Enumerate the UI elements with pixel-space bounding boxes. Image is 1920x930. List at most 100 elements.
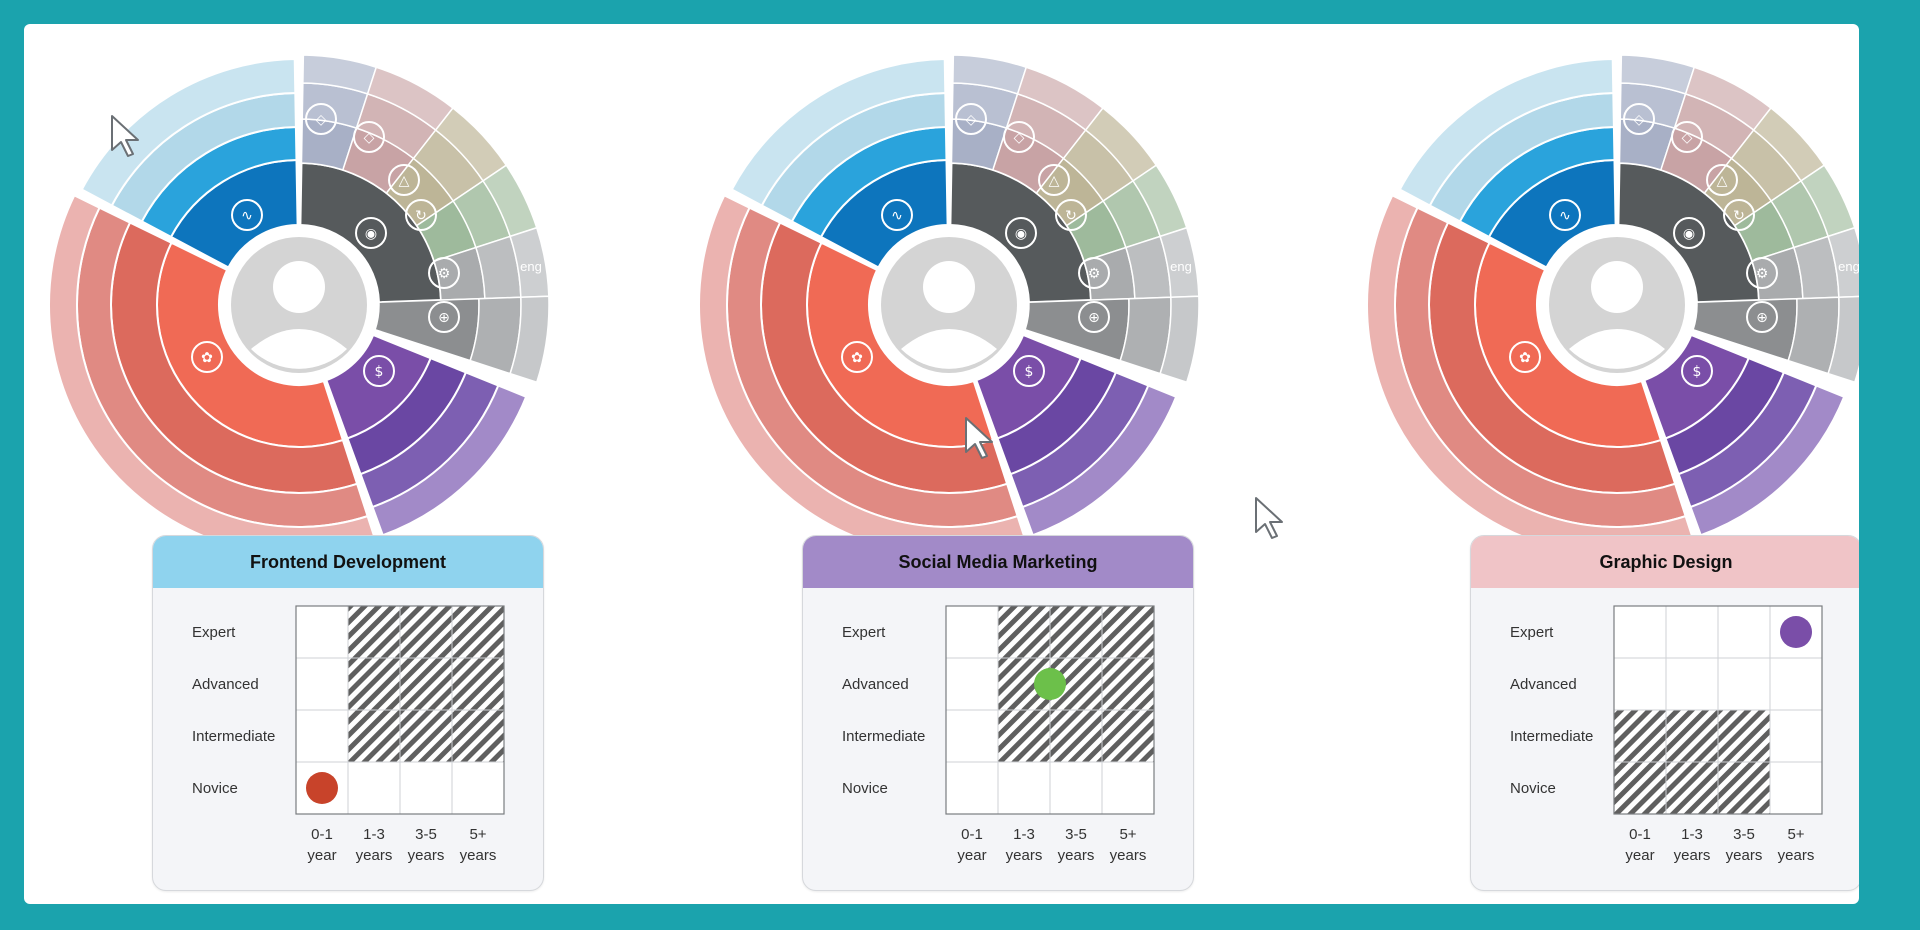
experience-label: 1-3	[1681, 826, 1703, 843]
current-level-marker[interactable]	[1780, 616, 1812, 648]
sunburst-segment-frontend[interactable]	[730, 58, 947, 207]
grid-cell[interactable]	[451, 761, 505, 815]
palette-icon: ✿	[191, 341, 223, 373]
grid-cell-recommended[interactable]	[399, 657, 453, 711]
grid-cell-recommended[interactable]	[399, 709, 453, 763]
sunburst-segment-engineering-tile[interactable]	[1159, 295, 1200, 384]
level-label: Intermediate	[192, 728, 275, 745]
grid-cell-recommended[interactable]	[1101, 657, 1155, 711]
grid-cell[interactable]	[1049, 761, 1103, 815]
grid-cell[interactable]	[1665, 657, 1719, 711]
grid-cell-recommended[interactable]	[347, 709, 401, 763]
grid-cell-recommended[interactable]	[1665, 709, 1719, 763]
grid-cell[interactable]	[1717, 657, 1771, 711]
grid-cell[interactable]	[1613, 657, 1667, 711]
svg-text:✿: ✿	[851, 350, 863, 366]
current-level-marker[interactable]	[1034, 668, 1066, 700]
experience-label: 3-5	[415, 826, 437, 843]
grid-cell[interactable]	[945, 657, 999, 711]
sunburst-segment-design[interactable]	[698, 194, 1028, 544]
sunburst-segment-marketing[interactable]	[1689, 384, 1846, 537]
card-title: Frontend Development	[153, 536, 543, 588]
experience-unit-label: years	[1726, 847, 1763, 864]
shape-square-icon: ◇	[1623, 103, 1655, 135]
sunburst-segment-engineering-tile[interactable]	[509, 295, 550, 384]
grid-cell-recommended[interactable]	[451, 605, 505, 659]
grid-cell-recommended[interactable]	[347, 657, 401, 711]
svg-text:◇: ◇	[1682, 130, 1693, 146]
grid-cell[interactable]	[1101, 761, 1155, 815]
svg-text:△: △	[399, 173, 410, 189]
experience-label: 1-3	[1013, 826, 1035, 843]
grid-cell-recommended[interactable]	[1613, 761, 1667, 815]
svg-text:⊕: ⊕	[1088, 310, 1100, 326]
grid-cell[interactable]	[1665, 605, 1719, 659]
sunburst-segment-marketing[interactable]	[1021, 384, 1178, 537]
grid-cell-recommended[interactable]	[1101, 709, 1155, 763]
grid-cell[interactable]	[295, 657, 349, 711]
svg-text:△: △	[1049, 173, 1060, 189]
grid-cell-recommended[interactable]	[451, 709, 505, 763]
grid-cell[interactable]	[1613, 605, 1667, 659]
svg-text:✿: ✿	[201, 350, 213, 366]
svg-text:⊕: ⊕	[1756, 310, 1768, 326]
svg-text:$: $	[1693, 364, 1702, 380]
grid-cell-recommended[interactable]	[1613, 709, 1667, 763]
svg-text:∿: ∿	[1559, 208, 1571, 224]
code-icon: ∿	[1549, 199, 1581, 231]
grid-cell-recommended[interactable]	[1665, 761, 1719, 815]
grid-cell[interactable]	[945, 605, 999, 659]
grid-cell-recommended[interactable]	[1049, 605, 1103, 659]
grid-cell-recommended[interactable]	[347, 605, 401, 659]
experience-unit-label: years	[1778, 847, 1815, 864]
sunburst-segment-frontend[interactable]	[1398, 58, 1615, 207]
grid-cell[interactable]	[347, 761, 401, 815]
sunburst-segment-frontend[interactable]	[80, 58, 297, 207]
svg-text:◇: ◇	[1014, 130, 1025, 146]
sunburst-segment-marketing[interactable]	[371, 384, 528, 537]
svg-text:↻: ↻	[415, 208, 427, 224]
skill-sunburst-chart[interactable]: ∿ ◉ ⚙ ↻ ⊕ ✿ $ ◇ ◇ △ eng	[24, 24, 624, 544]
grid-cell-recommended[interactable]	[997, 605, 1051, 659]
experience-unit-label: years	[1006, 847, 1043, 864]
target-icon: ◉	[1673, 217, 1705, 249]
grid-cell[interactable]	[295, 605, 349, 659]
grid-cell-recommended[interactable]	[997, 709, 1051, 763]
grid-cell-recommended[interactable]	[1101, 605, 1155, 659]
experience-unit-label: year	[957, 847, 986, 864]
grid-cell-recommended[interactable]	[1717, 709, 1771, 763]
grid-cell-recommended[interactable]	[1049, 709, 1103, 763]
current-level-marker[interactable]	[306, 772, 338, 804]
level-label: Intermediate	[842, 728, 925, 745]
grid-cell[interactable]	[945, 709, 999, 763]
mouse-cursor-icon	[1255, 497, 1283, 539]
skill-sunburst-chart[interactable]: ∿ ◉ ⚙ ↻ ⊕ ✿ $ ◇ ◇ △ eng	[1342, 24, 1859, 544]
svg-text:⚙: ⚙	[438, 266, 451, 282]
grid-cell-recommended[interactable]	[451, 657, 505, 711]
money-bag-icon: $	[1013, 355, 1045, 387]
svg-text:◇: ◇	[1634, 112, 1645, 128]
skill-sunburst-chart[interactable]: ∿ ◉ ⚙ ↻ ⊕ ✿ $ ◇ ◇ △ eng	[674, 24, 1274, 544]
grid-cell[interactable]	[997, 761, 1051, 815]
grid-cell[interactable]	[1769, 761, 1823, 815]
grid-cell[interactable]	[945, 761, 999, 815]
grid-cell[interactable]	[399, 761, 453, 815]
sunburst-segment-design[interactable]	[48, 194, 378, 544]
sunburst-segment-design[interactable]	[1366, 194, 1696, 544]
svg-text:⊕: ⊕	[438, 310, 450, 326]
shape-triangle-icon: △	[1038, 164, 1070, 196]
grid-cell-recommended[interactable]	[1717, 761, 1771, 815]
grid-cell-recommended[interactable]	[399, 605, 453, 659]
svg-text:◇: ◇	[966, 112, 977, 128]
sunburst-segment-engineering-tile[interactable]	[1827, 295, 1859, 384]
grid-cell[interactable]	[1769, 657, 1823, 711]
card-title: Graphic Design	[1471, 536, 1859, 588]
engineering-label: eng	[520, 259, 542, 274]
grid-cell[interactable]	[295, 709, 349, 763]
engineering-label: eng	[1170, 259, 1192, 274]
grid-cell[interactable]	[1769, 709, 1823, 763]
grid-cell[interactable]	[1717, 605, 1771, 659]
svg-text:↻: ↻	[1065, 208, 1077, 224]
gear-icon: ⚙	[428, 257, 460, 289]
svg-text:⚙: ⚙	[1756, 266, 1769, 282]
